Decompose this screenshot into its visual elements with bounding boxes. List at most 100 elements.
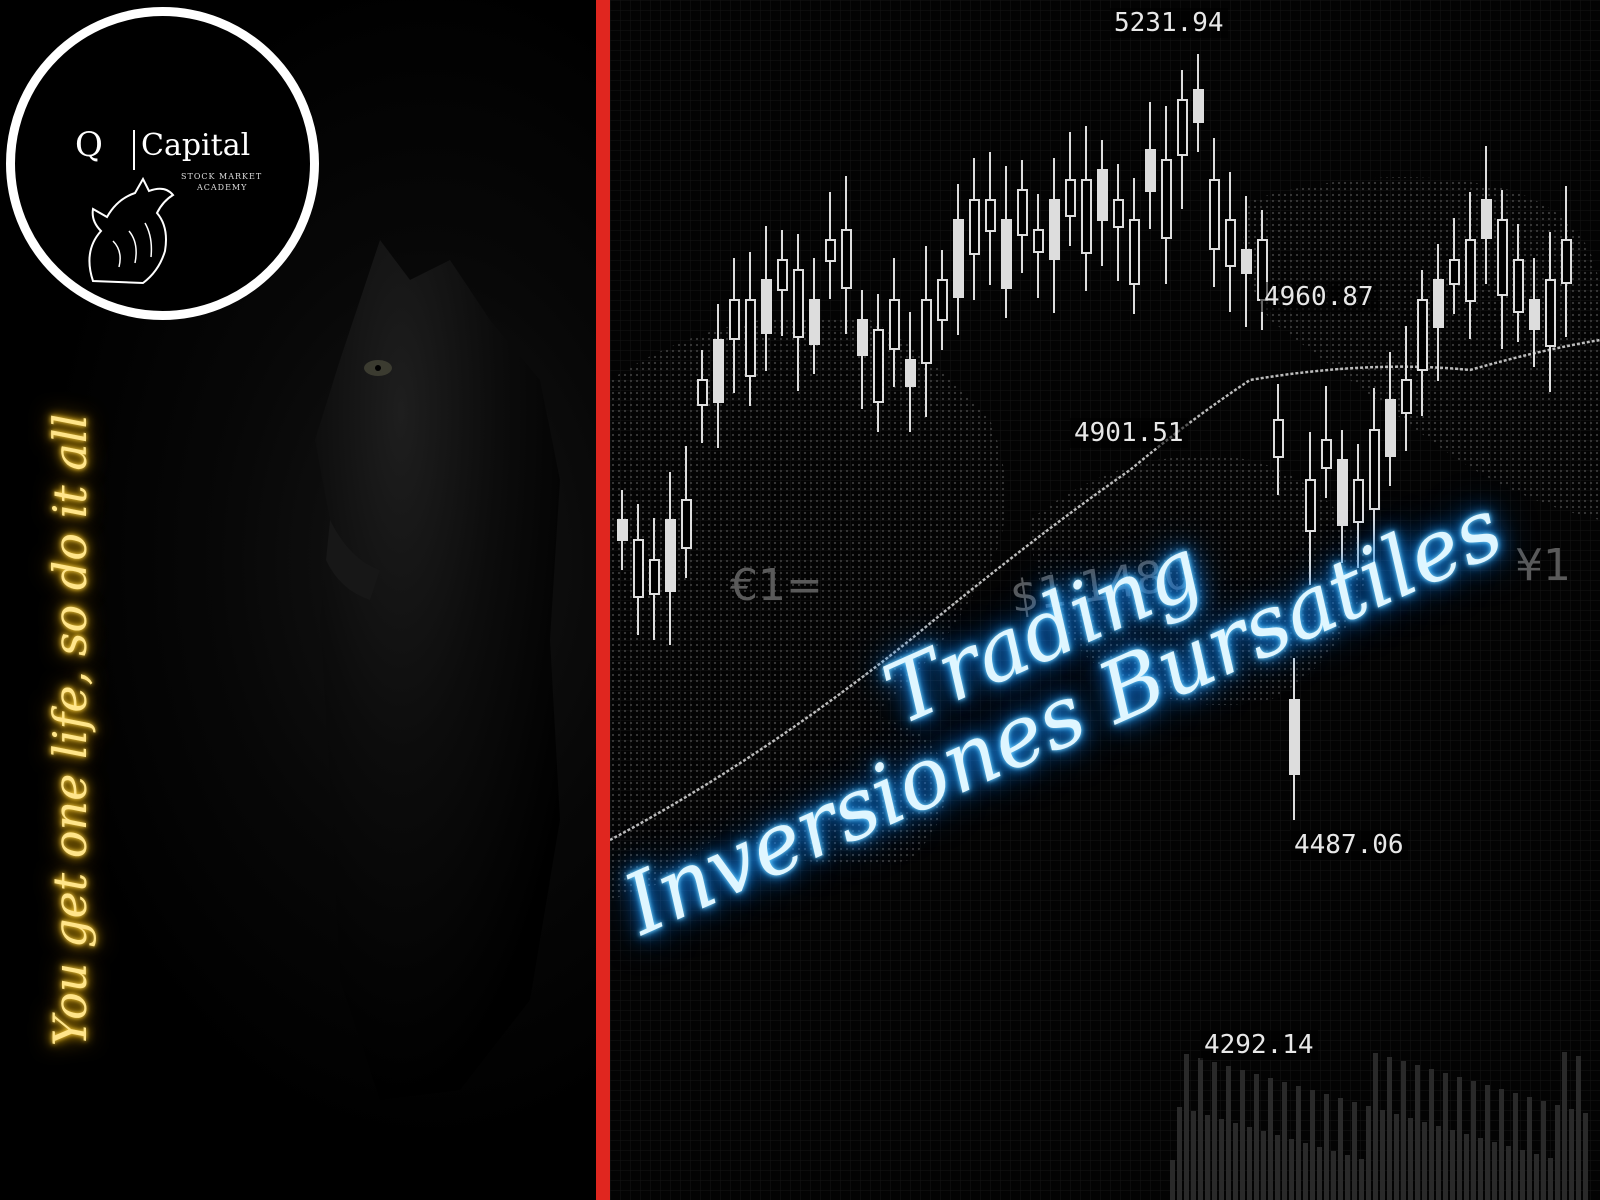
candle-body xyxy=(985,199,996,232)
volume-bar xyxy=(1317,1147,1322,1200)
volume-bar xyxy=(1562,1052,1567,1200)
candle-body xyxy=(697,379,708,406)
volume-bar xyxy=(1247,1127,1252,1200)
volume-bar xyxy=(1436,1126,1441,1200)
volume-bar xyxy=(1282,1082,1287,1200)
candle-body xyxy=(809,299,820,345)
volume-bar xyxy=(1576,1056,1581,1200)
volume-bar xyxy=(1331,1151,1336,1200)
logo-subtitle-line1: STOCK MARKET xyxy=(181,172,263,181)
volume-bar xyxy=(1394,1114,1399,1200)
volume-bar xyxy=(1324,1094,1329,1200)
candle-body xyxy=(665,519,676,592)
candle-body xyxy=(825,239,836,262)
price-label-low: 4292.14 xyxy=(1200,1030,1318,1060)
price-label-2: 4960.87 xyxy=(1260,282,1378,312)
volume-bar xyxy=(1429,1069,1434,1200)
volume-bar xyxy=(1233,1123,1238,1200)
volume-bar xyxy=(1569,1109,1574,1200)
candle-body xyxy=(777,259,788,291)
volume-bar xyxy=(1513,1093,1518,1200)
volume-bar xyxy=(1261,1131,1266,1200)
candle-body xyxy=(1177,99,1188,156)
volume-bar xyxy=(1408,1118,1413,1200)
candle-body xyxy=(1225,219,1236,267)
candle-body xyxy=(1529,299,1540,330)
candle-body xyxy=(1017,189,1028,236)
candle-body xyxy=(761,279,772,334)
logo-brand-name: Capital xyxy=(141,128,251,163)
volume-bar xyxy=(1485,1085,1490,1200)
volume-bar xyxy=(1464,1134,1469,1200)
volume-bar xyxy=(1254,1074,1259,1200)
candle-body xyxy=(1273,419,1284,458)
candle-body xyxy=(1241,249,1252,274)
candle-body xyxy=(921,299,932,364)
candlestick-chart-image xyxy=(610,0,1600,1200)
volume-bar xyxy=(1310,1090,1315,1200)
currency-ghost-text-yen: ¥1 xyxy=(1515,540,1571,591)
volume-bar xyxy=(1275,1135,1280,1200)
candle-body xyxy=(1161,159,1172,239)
logo-divider xyxy=(133,130,135,170)
volume-bar xyxy=(1268,1078,1273,1200)
volume-bar xyxy=(1555,1105,1560,1200)
volume-bar xyxy=(1352,1102,1357,1200)
volume-bar xyxy=(1527,1097,1532,1200)
volume-bar xyxy=(1373,1053,1378,1200)
candle-body xyxy=(1193,89,1204,123)
currency-ghost-text-euro: €1= xyxy=(730,560,823,611)
candle-body xyxy=(1497,219,1508,296)
candle-body xyxy=(1545,279,1556,347)
volume-bar xyxy=(1219,1119,1224,1200)
candle-body xyxy=(1081,179,1092,254)
volume-bar xyxy=(1492,1142,1497,1200)
volume-bar xyxy=(1387,1057,1392,1200)
volume-bar xyxy=(1541,1101,1546,1200)
volume-bar xyxy=(1457,1077,1462,1200)
volume-bar xyxy=(1184,1054,1189,1200)
price-label-high: 5231.94 xyxy=(1110,8,1228,38)
candle-body xyxy=(1417,299,1428,371)
volume-bar xyxy=(1534,1154,1539,1200)
candle-body xyxy=(713,339,724,403)
candle-body xyxy=(889,299,900,350)
volume-bar xyxy=(1338,1098,1343,1200)
volume-bar xyxy=(1380,1110,1385,1200)
candle-body xyxy=(793,269,804,338)
volume-bar xyxy=(1415,1065,1420,1200)
volume-bar xyxy=(1240,1070,1245,1200)
candle-body xyxy=(1369,429,1380,510)
candle-body xyxy=(1433,279,1444,328)
candle-body xyxy=(1033,229,1044,253)
candle-body xyxy=(905,359,916,387)
volume-bar xyxy=(1205,1115,1210,1200)
candle-body xyxy=(1513,259,1524,313)
volume-bar xyxy=(1366,1106,1371,1200)
candle-body xyxy=(745,299,756,377)
candle-body xyxy=(1321,439,1332,469)
volume-bar xyxy=(1471,1081,1476,1200)
candle-body xyxy=(729,299,740,340)
candle-body xyxy=(1401,379,1412,414)
volume-bar xyxy=(1198,1058,1203,1200)
volume-bar xyxy=(1478,1138,1483,1200)
candle-body xyxy=(1001,219,1012,289)
volume-bar xyxy=(1212,1062,1217,1200)
volume-bar xyxy=(1289,1139,1294,1200)
logo-badge: Q Capital STOCK MARKET ACADEMY xyxy=(6,7,319,320)
red-divider xyxy=(596,0,610,1200)
volume-bar xyxy=(1296,1086,1301,1200)
volume-bar xyxy=(1401,1061,1406,1200)
candle-body xyxy=(681,499,692,549)
candle-body xyxy=(633,539,644,598)
candle-body xyxy=(1049,199,1060,260)
candle-body xyxy=(873,329,884,403)
candle-body xyxy=(1097,169,1108,221)
candle-body xyxy=(1337,459,1348,526)
logo-subtitle-line2: ACADEMY xyxy=(197,183,248,192)
logo-letter: Q xyxy=(75,125,103,165)
price-label-4: 4487.06 xyxy=(1290,830,1408,860)
volume-bar xyxy=(1170,1160,1175,1200)
candle-body xyxy=(1129,219,1140,285)
